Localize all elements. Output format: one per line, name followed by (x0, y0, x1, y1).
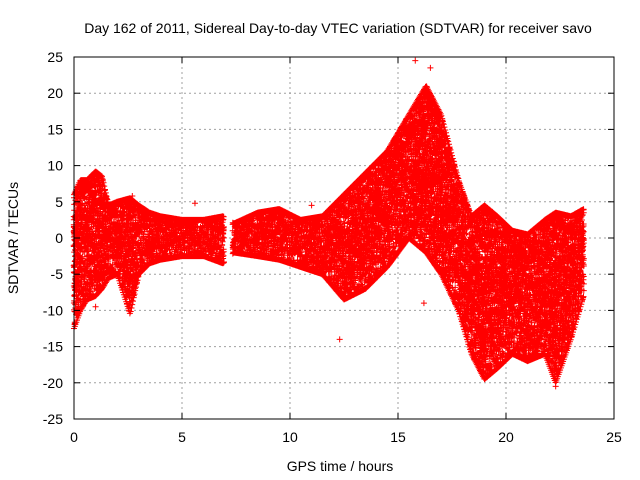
y-tick-label: 15 (47, 121, 63, 137)
outlier-point (552, 383, 559, 390)
outlier-point (308, 202, 315, 209)
y-axis-label: SDTVAR / TECUs (5, 182, 21, 294)
y-tick-label: 25 (47, 49, 63, 65)
axis-ticks (73, 56, 615, 420)
x-tick-label: 25 (606, 429, 622, 445)
outlier-point (427, 64, 434, 71)
y-tick-label: 20 (47, 85, 63, 101)
outlier-point (412, 57, 419, 64)
y-tick-label: 0 (55, 230, 63, 246)
outlier-point (92, 303, 99, 310)
y-tick-label: -25 (43, 411, 63, 427)
outlier-point (420, 300, 427, 307)
x-tick-label: 0 (70, 429, 78, 445)
x-tick-label: 5 (178, 429, 186, 445)
x-tick-label: 10 (282, 429, 298, 445)
y-tick-label: -15 (43, 339, 63, 355)
y-tick-label: -10 (43, 302, 63, 318)
x-tick-labels: 0 5 10 15 20 25 (70, 429, 622, 445)
y-tick-label: 10 (47, 158, 63, 174)
x-tick-label: 20 (498, 429, 514, 445)
x-tick-label: 15 (390, 429, 406, 445)
outlier-point (129, 193, 136, 200)
y-tick-label: -5 (51, 266, 64, 282)
y-tick-label: -20 (43, 375, 63, 391)
y-tick-labels: -25 -20 -15 -10 -5 0 5 10 15 20 25 (43, 49, 63, 427)
outlier-point (336, 336, 343, 343)
y-tick-label: 5 (55, 194, 63, 210)
x-axis-label: GPS time / hours (287, 458, 394, 474)
outlier-point (191, 200, 198, 207)
chart-title: Day 162 of 2011, Sidereal Day-to-day VTE… (84, 20, 592, 36)
